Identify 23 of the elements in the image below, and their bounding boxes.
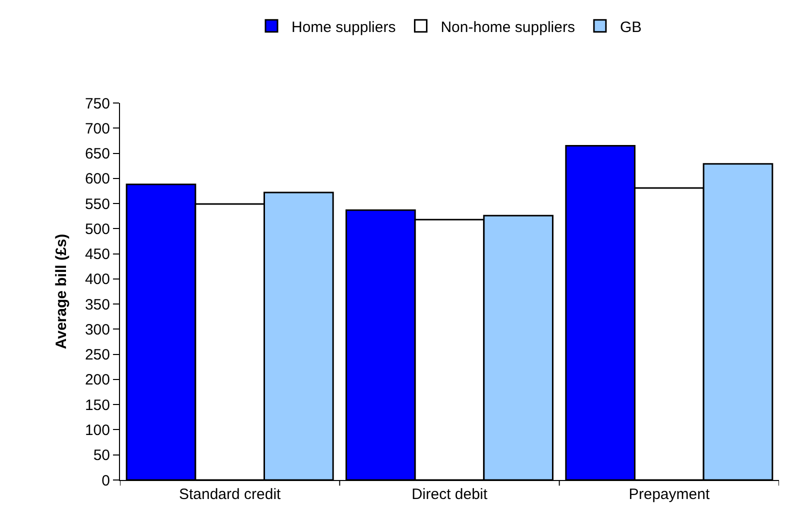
y-tick-label: 700 xyxy=(84,120,110,138)
y-tick-label: 500 xyxy=(84,220,110,238)
y-tick-label: 550 xyxy=(84,196,110,213)
y-tick-label: 0 xyxy=(102,472,110,490)
y-tick-label: 600 xyxy=(84,170,110,188)
y-tick-label: 400 xyxy=(84,271,110,288)
y-axis-title: Average bill (£s) xyxy=(53,234,70,350)
y-tick-label: 150 xyxy=(84,396,110,414)
y-tick-label: 750 xyxy=(84,95,110,112)
legend-label: Non-home suppliers xyxy=(440,18,575,36)
x-tick-label: Standard credit xyxy=(178,486,282,503)
y-tick-label: 250 xyxy=(84,346,110,364)
legend-label: GB xyxy=(620,18,642,36)
x-tick-label: Direct debit xyxy=(412,486,488,503)
y-tick-label: 650 xyxy=(84,146,110,163)
y-tick-label: 100 xyxy=(84,422,110,439)
y-tick-label: 50 xyxy=(93,447,110,464)
x-tick-label: Prepayment xyxy=(628,486,710,503)
y-tick-label: 200 xyxy=(84,372,110,389)
y-tick-label: 300 xyxy=(84,321,110,338)
y-tick-label: 350 xyxy=(84,296,110,314)
y-tick-label: 450 xyxy=(84,246,110,264)
legend-label: Home suppliers xyxy=(292,18,396,36)
